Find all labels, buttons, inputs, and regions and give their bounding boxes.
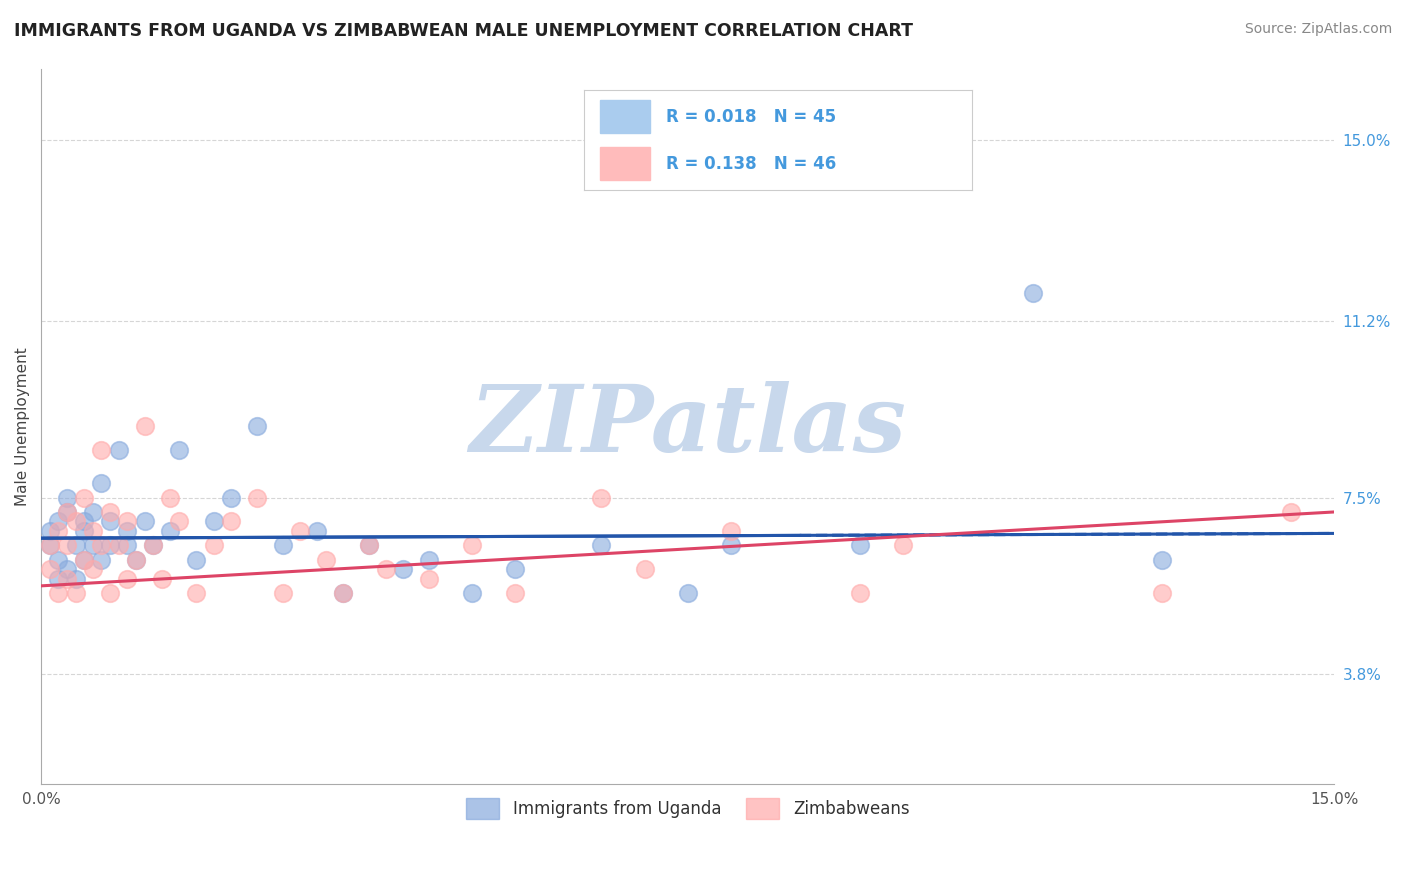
Text: ZIPatlas: ZIPatlas (470, 381, 907, 471)
Point (65, 586, 87, 600)
Point (117, 524, 139, 538)
Point (418, 552, 440, 566)
Point (56, 562, 79, 576)
Text: Source: ZipAtlas.com: Source: ZipAtlas.com (1244, 22, 1392, 37)
Point (73, 524, 96, 538)
Point (56, 505, 79, 519)
Point (461, 538, 484, 552)
Point (117, 515, 139, 529)
Point (392, 562, 415, 576)
Point (107, 442, 129, 457)
Point (142, 538, 165, 552)
Point (219, 491, 242, 505)
Point (82, 524, 104, 538)
Point (159, 491, 181, 505)
Point (288, 524, 311, 538)
Point (849, 538, 872, 552)
Point (65, 515, 87, 529)
Point (65, 572, 87, 586)
Point (1150, 586, 1173, 600)
Point (56, 538, 79, 552)
Point (38, 524, 60, 538)
Point (98, 586, 121, 600)
Point (271, 538, 294, 552)
Point (357, 538, 380, 552)
Point (271, 586, 294, 600)
Point (202, 515, 225, 529)
Point (591, 538, 613, 552)
Point (125, 552, 148, 566)
Point (117, 572, 139, 586)
Point (219, 515, 242, 529)
Point (1021, 285, 1043, 300)
Point (90, 442, 112, 457)
Point (48, 572, 70, 586)
Point (503, 562, 526, 576)
Point (142, 538, 165, 552)
Point (891, 538, 914, 552)
Point (73, 515, 96, 529)
Point (82, 505, 104, 519)
Point (73, 552, 96, 566)
Point (167, 442, 190, 457)
Point (1279, 505, 1302, 519)
Point (48, 552, 70, 566)
Point (56, 505, 79, 519)
Point (186, 586, 208, 600)
Y-axis label: Male Unemployment: Male Unemployment (15, 347, 30, 506)
Point (38, 538, 60, 552)
Point (82, 562, 104, 576)
Point (246, 419, 269, 434)
Point (167, 515, 190, 529)
Point (461, 586, 484, 600)
Point (38, 538, 60, 552)
Point (107, 538, 129, 552)
Point (332, 586, 354, 600)
Point (48, 524, 70, 538)
Point (90, 476, 112, 491)
Point (65, 538, 87, 552)
Point (56, 572, 79, 586)
Point (98, 538, 121, 552)
Point (134, 515, 156, 529)
Point (98, 515, 121, 529)
Point (125, 552, 148, 566)
Legend: Immigrants from Uganda, Zimbabweans: Immigrants from Uganda, Zimbabweans (460, 792, 917, 825)
Point (73, 552, 96, 566)
Point (375, 562, 398, 576)
Point (186, 552, 208, 566)
Point (720, 538, 742, 552)
Point (159, 524, 181, 538)
Point (357, 538, 380, 552)
Point (48, 586, 70, 600)
Point (720, 524, 742, 538)
Point (1150, 552, 1173, 566)
Point (90, 538, 112, 552)
Point (332, 586, 354, 600)
Point (305, 524, 328, 538)
Point (82, 538, 104, 552)
Point (633, 562, 655, 576)
Point (150, 572, 173, 586)
Point (315, 552, 337, 566)
Point (849, 586, 872, 600)
Point (73, 491, 96, 505)
Point (676, 586, 699, 600)
Point (418, 572, 440, 586)
Point (98, 505, 121, 519)
Point (117, 538, 139, 552)
Point (90, 552, 112, 566)
Point (56, 491, 79, 505)
Point (134, 419, 156, 434)
Point (38, 562, 60, 576)
Text: IMMIGRANTS FROM UGANDA VS ZIMBABWEAN MALE UNEMPLOYMENT CORRELATION CHART: IMMIGRANTS FROM UGANDA VS ZIMBABWEAN MAL… (14, 22, 912, 40)
Point (246, 491, 269, 505)
Point (202, 538, 225, 552)
Point (48, 515, 70, 529)
Point (591, 491, 613, 505)
Point (503, 586, 526, 600)
